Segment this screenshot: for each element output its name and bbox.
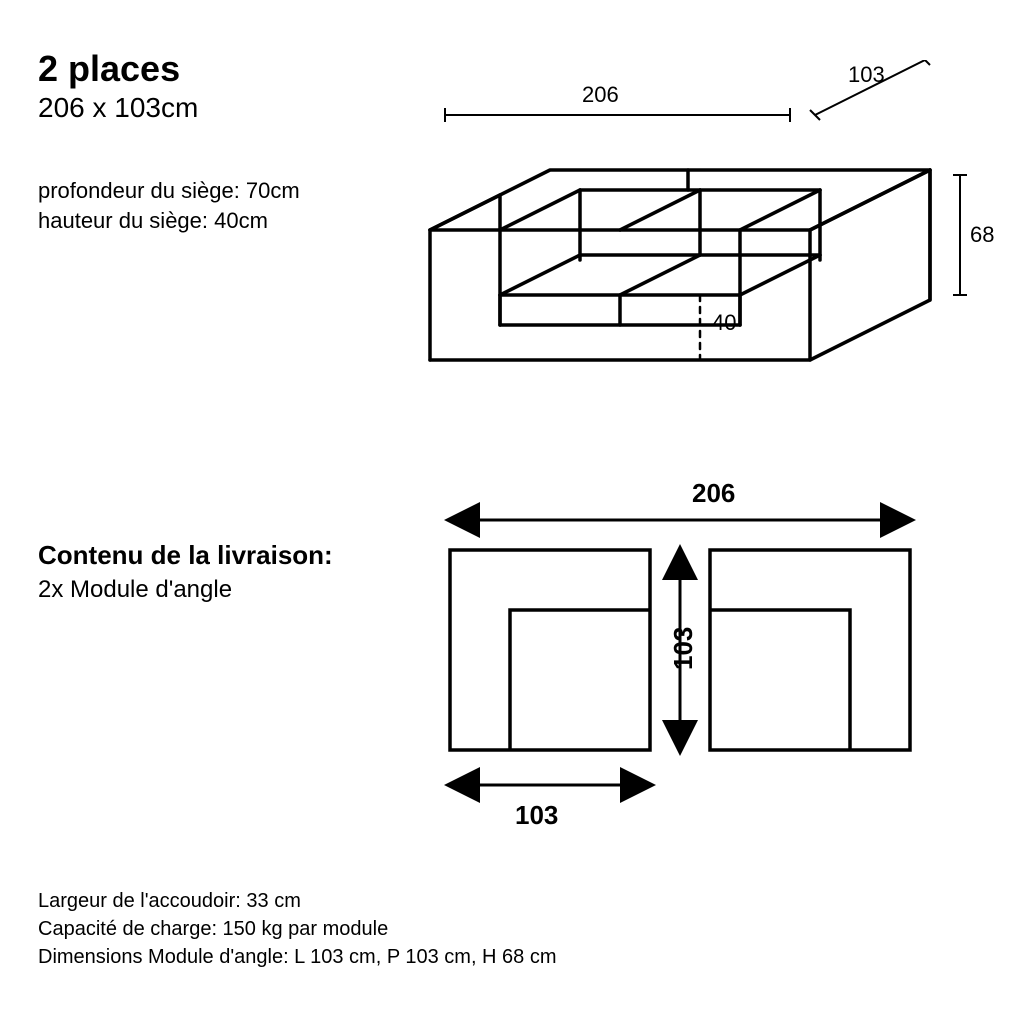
footer-armrest: Largeur de l'accoudoir: 33 cm [38,890,301,913]
dim-depth-103: 103 [848,62,885,88]
product-dimensions: 206 x 103cm [38,92,198,124]
plan-dim-103-vertical: 103 [668,627,699,670]
dim-seat-height-40: 40 [712,310,736,336]
dim-height-68: 68 [970,222,994,248]
dim-width-206: 206 [582,82,619,108]
footer-module-dims: Dimensions Module d'angle: L 103 cm, P 1… [38,946,557,969]
spec-seat-depth: profondeur du siège: 70cm [38,178,300,204]
delivery-title: Contenu de la livraison: [38,540,333,571]
spec-seat-height: hauteur du siège: 40cm [38,208,268,234]
sofa-isometric-diagram [370,60,990,440]
delivery-content: 2x Module d'angle [38,576,232,604]
plan-dim-206: 206 [692,478,735,509]
sofa-plan-diagram [420,490,980,850]
footer-load: Capacité de charge: 150 kg par module [38,918,388,941]
product-title: 2 places [38,48,180,90]
plan-dim-103-bottom: 103 [515,800,558,831]
